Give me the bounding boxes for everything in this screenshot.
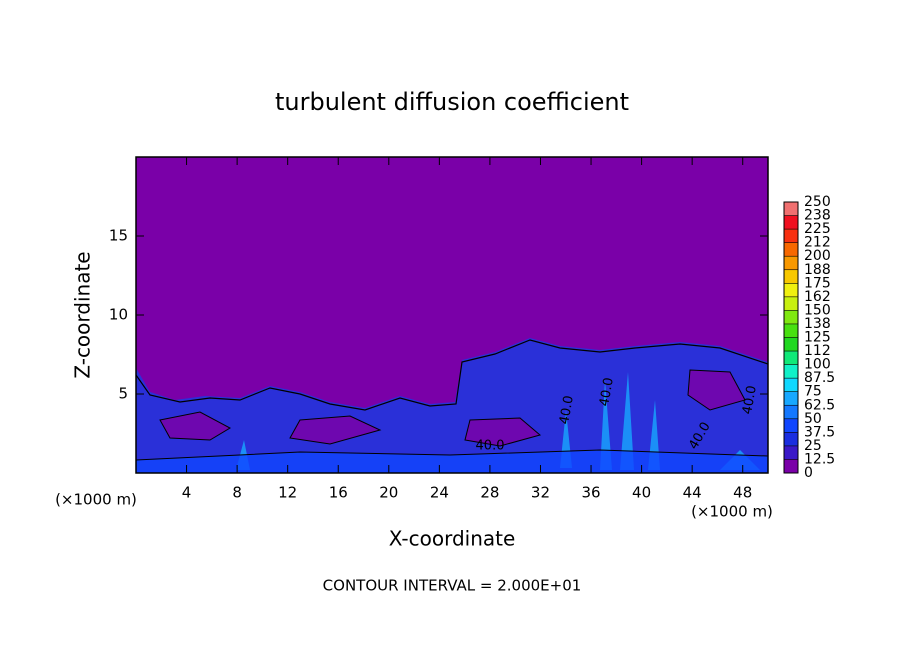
x-tick-label: 48	[733, 484, 752, 502]
colorbar-bin	[784, 364, 798, 379]
colorbar-label: 188	[804, 262, 831, 278]
colorbar-label: 12.5	[804, 451, 835, 467]
colorbar-bin	[784, 296, 798, 311]
colorbar-label: 100	[804, 357, 831, 373]
colorbar-label: 75	[804, 384, 822, 400]
colorbar-label: 212	[804, 235, 831, 251]
chart-title: turbulent diffusion coefficient	[275, 88, 629, 116]
x-axis-label: X-coordinate	[389, 527, 516, 551]
x-tick-label: 8	[232, 484, 242, 502]
x-tick-label: 4	[182, 484, 192, 502]
x-tick-label: 24	[430, 484, 449, 502]
colorbar-label: 0	[804, 465, 813, 481]
colorbar-label: 25	[804, 438, 822, 454]
colorbar-bin	[784, 283, 798, 297]
contour-label: 40.0	[476, 439, 505, 454]
colorbar-bin	[784, 445, 798, 460]
y-tick-label: 15	[109, 227, 128, 245]
colorbar-bin	[784, 215, 798, 230]
colorbar-bin	[784, 459, 798, 473]
x-tick-label: 32	[531, 484, 550, 502]
colorbar-label: 112	[804, 343, 831, 359]
colorbar-label: 62.5	[804, 397, 835, 413]
colorbar-label: 150	[804, 302, 831, 318]
colorbar-label: 125	[804, 330, 831, 346]
colorbar-bin	[784, 418, 798, 433]
colorbar-label: 225	[804, 221, 831, 237]
colorbar-bin	[784, 310, 798, 324]
colorbar-bin	[784, 432, 798, 446]
contour-field	[136, 157, 768, 473]
x-tick-label: 12	[278, 484, 297, 502]
colorbar-label: 162	[804, 289, 831, 305]
colorbar-bin	[784, 351, 798, 365]
x-unit-label: (×1000 m)	[691, 503, 773, 521]
contour-label: 40.0	[597, 376, 617, 407]
footer: CONTOUR INTERVAL = 2.000E+01	[323, 577, 582, 595]
colorbar-label: 175	[804, 275, 831, 291]
colorbar-label: 200	[804, 248, 831, 264]
y-axis-label: Z-coordinate	[71, 251, 95, 378]
colorbar-label: 37.5	[804, 424, 835, 440]
x-tick-label: 28	[480, 484, 499, 502]
x-tick-label: 16	[329, 484, 348, 502]
colorbar-bin	[784, 202, 798, 216]
contour-label: 40.0	[557, 394, 577, 425]
colorbar-label: 87.5	[804, 370, 835, 386]
x-tick-label: 36	[581, 484, 600, 502]
colorbar-bin	[784, 242, 798, 257]
colorbar-bin	[784, 323, 798, 338]
colorbar-label: 238	[804, 208, 831, 224]
colorbar-bin	[784, 229, 798, 243]
x-tick-label: 40	[632, 484, 651, 502]
colorbar-bin	[784, 337, 798, 352]
y-tick-label: 10	[109, 306, 128, 324]
y-tick-label: 5	[118, 385, 128, 403]
colorbar-bin	[784, 256, 798, 270]
colorbar-bin	[784, 405, 798, 419]
x-unit-label: (×1000 m)	[55, 491, 137, 509]
colorbar-bin	[784, 378, 798, 392]
colorbar-label: 50	[804, 411, 822, 427]
contour-label: 40.0	[740, 384, 760, 415]
x-tick-label: 20	[379, 484, 398, 502]
colorbar-label: 138	[804, 316, 831, 332]
colorbar-bin	[784, 391, 798, 406]
x-tick-label: 44	[683, 484, 702, 502]
colorbar-label: 250	[804, 194, 831, 210]
colorbar-bin	[784, 269, 798, 284]
